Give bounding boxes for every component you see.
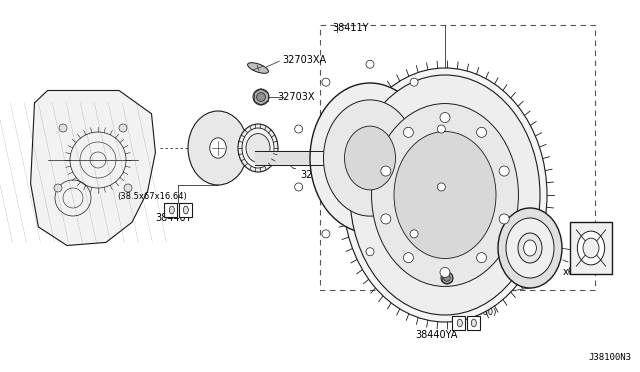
Bar <box>320 25 595 290</box>
Ellipse shape <box>350 75 540 315</box>
Ellipse shape <box>188 111 248 185</box>
Circle shape <box>477 127 486 137</box>
Ellipse shape <box>183 206 188 214</box>
Circle shape <box>437 183 445 191</box>
Ellipse shape <box>343 68 547 322</box>
Ellipse shape <box>210 138 227 158</box>
Ellipse shape <box>506 218 554 278</box>
Ellipse shape <box>583 238 599 258</box>
Bar <box>164 203 177 217</box>
Text: 32703X: 32703X <box>277 92 314 102</box>
Circle shape <box>59 124 67 132</box>
Circle shape <box>294 125 303 133</box>
Bar <box>179 203 192 217</box>
Ellipse shape <box>246 134 270 163</box>
Text: (45x75x19.60): (45x75x19.60) <box>435 308 497 317</box>
Ellipse shape <box>577 231 605 265</box>
Circle shape <box>437 125 445 133</box>
Ellipse shape <box>170 206 174 214</box>
Circle shape <box>322 230 330 238</box>
Polygon shape <box>31 90 156 246</box>
Text: J38100N3: J38100N3 <box>589 353 632 362</box>
Ellipse shape <box>471 319 476 327</box>
Bar <box>467 316 480 330</box>
Bar <box>452 316 465 330</box>
Ellipse shape <box>498 208 562 288</box>
Circle shape <box>440 112 450 122</box>
Circle shape <box>441 272 453 284</box>
Circle shape <box>322 78 330 86</box>
Text: 38440Y: 38440Y <box>155 213 191 223</box>
Circle shape <box>410 78 418 86</box>
Text: 38411Y: 38411Y <box>332 23 369 33</box>
Circle shape <box>499 214 509 224</box>
Ellipse shape <box>394 131 496 259</box>
Circle shape <box>54 184 62 192</box>
Circle shape <box>257 93 266 102</box>
Text: 38453Y: 38453Y <box>570 255 607 265</box>
Ellipse shape <box>524 240 536 256</box>
Ellipse shape <box>248 62 268 73</box>
Ellipse shape <box>310 83 430 233</box>
Ellipse shape <box>242 128 274 168</box>
Text: (38.5x67x16.64): (38.5x67x16.64) <box>117 192 187 201</box>
Text: 32703XA: 32703XA <box>282 55 326 65</box>
Text: 32701Y: 32701Y <box>300 170 337 180</box>
Ellipse shape <box>458 319 462 327</box>
Ellipse shape <box>238 124 278 172</box>
Circle shape <box>403 127 413 137</box>
Text: x10: x10 <box>445 277 463 287</box>
Circle shape <box>294 183 303 191</box>
Circle shape <box>253 89 269 105</box>
Ellipse shape <box>518 233 542 263</box>
Circle shape <box>444 275 451 281</box>
Circle shape <box>366 248 374 256</box>
Circle shape <box>403 253 413 263</box>
Circle shape <box>499 166 509 176</box>
Circle shape <box>440 267 450 278</box>
Circle shape <box>381 166 391 176</box>
Circle shape <box>410 230 418 238</box>
Ellipse shape <box>344 126 396 190</box>
Ellipse shape <box>372 103 518 286</box>
FancyBboxPatch shape <box>570 222 612 274</box>
Circle shape <box>124 184 132 192</box>
Ellipse shape <box>323 100 417 216</box>
Circle shape <box>381 214 391 224</box>
Text: 38440YA: 38440YA <box>415 330 457 340</box>
Circle shape <box>366 60 374 68</box>
Circle shape <box>477 253 486 263</box>
Circle shape <box>119 124 127 132</box>
Text: x6: x6 <box>563 267 575 277</box>
